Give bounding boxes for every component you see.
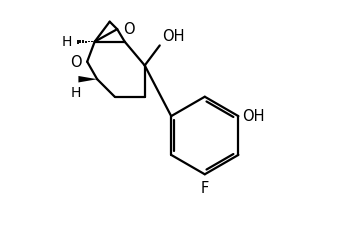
Text: H: H	[61, 35, 72, 49]
Text: O: O	[123, 22, 134, 37]
Text: F: F	[201, 180, 209, 195]
Text: OH: OH	[242, 109, 265, 124]
Text: H: H	[71, 85, 81, 99]
Text: OH: OH	[162, 29, 184, 44]
Text: O: O	[70, 55, 82, 70]
Polygon shape	[78, 77, 97, 83]
